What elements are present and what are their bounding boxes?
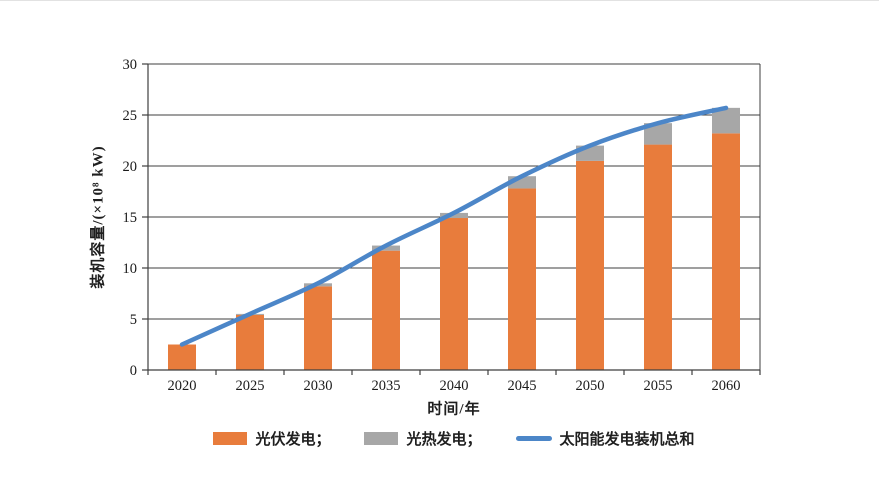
x-tick-2035: 2035 xyxy=(372,378,401,394)
x-tick-2030: 2030 xyxy=(304,378,333,394)
pv-bar-2025 xyxy=(236,314,264,370)
y-tick-20: 20 xyxy=(123,159,138,175)
legend-item-pv: 光伏发电； xyxy=(213,428,330,449)
y-tick-15: 15 xyxy=(123,210,138,226)
legend: 光伏发电； 光热发电； 太阳能发电装机总和 xyxy=(148,423,760,453)
csp-bar-2055 xyxy=(644,123,672,145)
y-tick-0: 0 xyxy=(130,363,137,379)
legend-item-total: 太阳能发电装机总和 xyxy=(515,428,695,449)
pv-bar-2035 xyxy=(372,250,400,370)
pv-bar-2030 xyxy=(304,286,332,370)
total-line-swatch-icon xyxy=(515,435,552,441)
x-tick-2025: 2025 xyxy=(236,378,265,394)
y-tick-25: 25 xyxy=(123,108,138,124)
y-tick-30: 30 xyxy=(123,57,138,73)
y-tick-5: 5 xyxy=(130,312,137,328)
legend-label-total: 太阳能发电装机总和 xyxy=(559,431,695,448)
x-tick-2050: 2050 xyxy=(576,378,605,394)
pv-bar-2060 xyxy=(712,133,740,370)
legend-item-csp: 光热发电； xyxy=(364,428,482,449)
x-tick-2045: 2045 xyxy=(508,378,537,394)
x-axis-title: 时间/年 xyxy=(427,401,481,418)
pv-bar-2055 xyxy=(644,144,672,370)
pv-bar-2045 xyxy=(508,188,536,370)
x-tick-2060: 2060 xyxy=(712,378,741,394)
y-tick-10: 10 xyxy=(123,261,138,277)
axes xyxy=(142,63,761,375)
pv-bar-2040 xyxy=(440,218,468,370)
bars xyxy=(168,107,740,370)
pv-bar-swatch-icon xyxy=(213,431,248,445)
csp-bar-2040 xyxy=(440,212,468,219)
x-tick-2020: 2020 xyxy=(168,378,197,394)
total-line xyxy=(179,105,729,347)
legend-label-pv: 光伏发电； xyxy=(255,431,331,448)
x-tick-2040: 2040 xyxy=(440,378,469,394)
pv-bar-2050 xyxy=(576,160,604,370)
pv-bar-2020 xyxy=(168,344,196,370)
csp-bar-swatch-icon xyxy=(364,431,399,445)
y-axis-title: 装机容量/(×10⁸ kW) xyxy=(90,145,107,289)
legend-label-csp: 光热发电； xyxy=(406,431,482,448)
x-tick-2055: 2055 xyxy=(644,378,673,394)
